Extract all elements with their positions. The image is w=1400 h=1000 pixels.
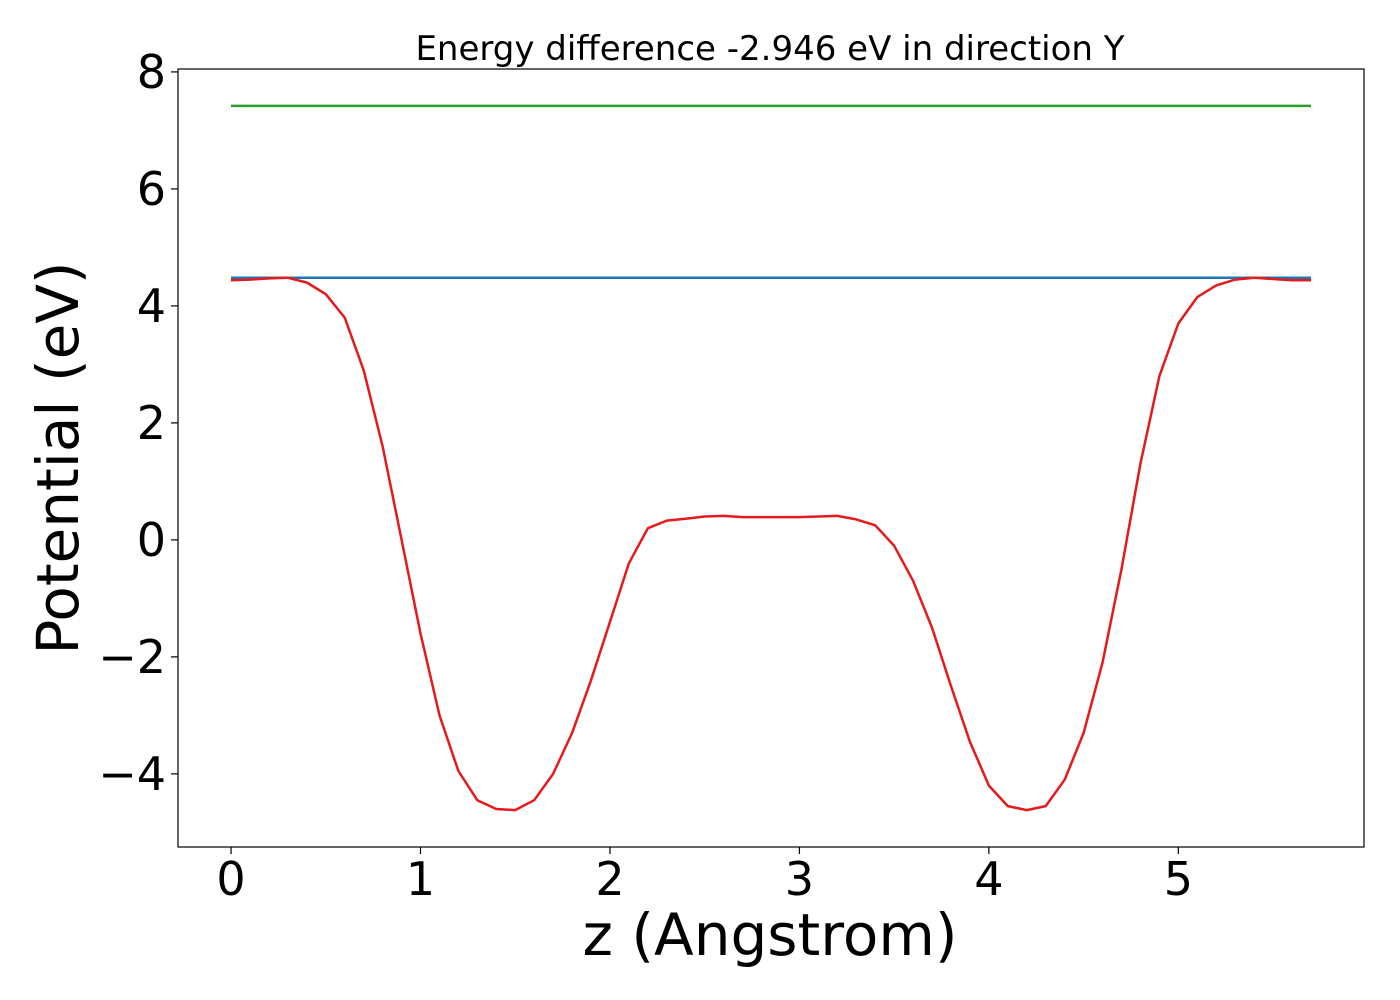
y-tick-label: −4: [98, 747, 166, 801]
x-axis: 0 1 2 3 4 5: [216, 847, 1193, 906]
x-tick-label: 3: [785, 852, 814, 906]
x-tick-label: 0: [216, 852, 245, 906]
series-line-3: [230, 276, 1311, 812]
x-tick-label: 5: [1164, 852, 1193, 906]
y-tick-label: 2: [137, 396, 166, 450]
plot-frame: [177, 68, 1365, 848]
plot-area: [230, 104, 1311, 812]
y-tick-label: 4: [137, 279, 166, 333]
y-axis: −4 −2 0 2 4 6 8: [98, 45, 178, 801]
y-axis-title: Potential (eV): [24, 261, 92, 654]
y-tick-label: −2: [98, 630, 166, 684]
y-tick-label: 6: [137, 162, 166, 216]
y-tick-label: 0: [137, 513, 166, 567]
chart-title: Energy difference -2.946 eV in direction…: [415, 29, 1124, 69]
x-tick-label: 4: [974, 852, 1003, 906]
x-axis-title: z (Angstrom): [583, 901, 958, 969]
x-tick-label: 2: [595, 852, 624, 906]
y-tick-label: 8: [137, 45, 166, 99]
x-tick-label: 1: [406, 852, 435, 906]
